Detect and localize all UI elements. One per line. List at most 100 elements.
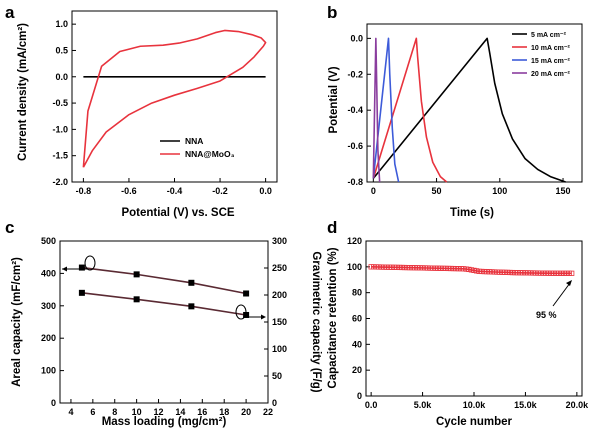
panel-b-legend: 5 mA cm⁻² 10 mA cm⁻² 15 mA cm⁻² 20 mA cm… xyxy=(512,32,571,78)
panel-c-right-axis-circle xyxy=(235,304,247,320)
panel-c-y2-tick-label: 0 xyxy=(272,398,277,408)
panel-b-legend-label-15: 15 mA cm⁻² xyxy=(531,58,571,65)
panel-c-axis-indicators xyxy=(62,255,266,320)
panel-b-letter: b xyxy=(327,3,337,22)
panel-b-legend-label-10: 10 mA cm⁻² xyxy=(531,45,571,52)
panel-a-y-tick-label: -1.0 xyxy=(52,124,68,134)
panel-d-x-tick-label: 20.0k xyxy=(566,400,590,410)
panel-b-x-tick-label: 50 xyxy=(432,186,442,196)
panel-c-data-point xyxy=(188,303,195,310)
panel-c-y-tick-label: 200 xyxy=(41,333,56,343)
panel-a-x-tick-label: 0.0 xyxy=(259,186,272,196)
panel-a-x-tick-label: -0.4 xyxy=(167,186,183,196)
panel-b-x-axis-label: Time (s) xyxy=(450,207,494,219)
panel-a-x-tick-label: -0.2 xyxy=(212,186,228,196)
panel-b-y-tick-label: -0.4 xyxy=(347,105,363,115)
panel-a-x-tick-label: -0.6 xyxy=(121,186,137,196)
panel-d-annotation-arrowhead xyxy=(566,280,572,286)
panel-c-y-tick-label: 100 xyxy=(41,366,56,376)
panel-c-letter: c xyxy=(5,218,14,237)
panel-a-series xyxy=(82,29,267,168)
panel-c-y-tick-label: 400 xyxy=(41,268,56,278)
panel-b-y-tick-label: -0.8 xyxy=(347,177,363,187)
panel-c-x-tick-label: 18 xyxy=(219,407,229,417)
panel-b-x-tick-label: 100 xyxy=(492,186,507,196)
panel-b-y-ticks: -0.8 -0.6 -0.4 -0.2 0.0 xyxy=(347,33,371,187)
panel-b-legend-label-5: 5 mA cm⁻² xyxy=(531,32,567,39)
panel-c-right-axis-arrowhead xyxy=(261,314,266,320)
panel-c-data-point xyxy=(133,271,140,278)
panel-d-series xyxy=(368,264,575,276)
panel-c-x-tick-label: 8 xyxy=(112,407,117,417)
panel-a: a -0.8 -0.6 -0.4 -0.2 0.0 -2.0 -1.5 -1.0 -0.5 0.… xyxy=(5,3,278,219)
panel-c-x-tick-label: 10 xyxy=(132,407,142,417)
panel-d-x-tick-label: 0.0 xyxy=(365,400,378,410)
panel-a-x-axis-label: Potential (V) vs. SCE xyxy=(121,207,234,219)
panel-d-y-tick-label: 100 xyxy=(347,262,362,272)
panel-d-y-ticks: 0 20 40 60 80 100 120 xyxy=(347,236,370,401)
panel-a-x-tick-label: -0.8 xyxy=(76,186,92,196)
panel-a-x-ticks: -0.8 -0.6 -0.4 -0.2 0.0 xyxy=(76,178,272,196)
panel-d-x-tick-label: 15.0k xyxy=(514,400,538,410)
panel-c-y-tick-label: 0 xyxy=(51,398,56,408)
panel-d-x-axis-label: Cycle number xyxy=(436,416,513,428)
panel-d-y-tick-label: 120 xyxy=(347,236,362,246)
panel-c-y2-tick-label: 100 xyxy=(272,344,287,354)
panel-a-y-ticks: -2.0 -1.5 -1.0 -0.5 0.0 0.5 1.0 xyxy=(52,19,76,187)
panel-a-legend-label-nna-moo3: NNA@MoO₃ xyxy=(185,149,235,159)
panel-b-plot-frame xyxy=(366,23,583,183)
panel-a-y-tick-label: 0.0 xyxy=(55,72,68,82)
panel-c-series-line-0 xyxy=(81,266,247,295)
panel-c-data-point xyxy=(78,289,85,296)
panel-c-left-axis-circle xyxy=(84,255,96,271)
panel-c-y2-tick-label: 300 xyxy=(272,236,287,246)
panel-c-x-tick-label: 16 xyxy=(197,407,207,417)
panel-a-y-tick-label: 1.0 xyxy=(55,19,68,29)
panel-c-left-axis-arrowhead xyxy=(62,266,67,272)
panel-c-data-point xyxy=(243,311,250,318)
panel-a-legend-label-nna: NNA xyxy=(185,136,203,146)
panel-b-x-tick-label: 0 xyxy=(371,186,376,196)
panel-d-annotation-arrow-line xyxy=(552,282,571,307)
panel-a-y-tick-label: 0.5 xyxy=(55,45,68,55)
panel-a-y-axis-label: Current density (mA/cm²) xyxy=(17,23,29,161)
panel-b-series-line-1 xyxy=(372,37,448,183)
panel-b-legend-label-20: 20 mA cm⁻² xyxy=(531,71,571,78)
panel-c-x-tick-label: 12 xyxy=(154,407,164,417)
panel-c-y-tick-label: 500 xyxy=(41,236,56,246)
panel-d-x-tick-label: 5.0k xyxy=(414,400,433,410)
panel-a-y-tick-label: -1.5 xyxy=(52,151,68,161)
panel-b: b 0 50 100 150 -0.8 -0.6 -0.4 -0.2 0.0 Time (s)… xyxy=(327,3,583,219)
panel-c-y2-tick-label: 50 xyxy=(272,371,282,381)
panel-d-annotation: 95 % xyxy=(536,280,572,320)
panel-b-y-axis-label: Potential (V) xyxy=(328,66,340,133)
panel-c-data-point xyxy=(133,296,140,303)
panel-c-x-tick-label: 22 xyxy=(263,407,273,417)
panel-a-letter: a xyxy=(5,3,15,22)
panel-d-annotation-label: 95 % xyxy=(536,310,557,320)
panel-b-series-line-0 xyxy=(372,37,566,183)
panel-b-y-tick-label: 0.0 xyxy=(350,33,363,43)
panel-c-x-tick-label: 4 xyxy=(68,407,73,417)
panel-c-y2-tick-label: 250 xyxy=(272,263,287,273)
panel-c-y-ticks: 0 100 200 300 400 500 xyxy=(41,236,64,408)
panel-d-data-point xyxy=(569,270,575,276)
panel-a-y-tick-label: -0.5 xyxy=(52,98,68,108)
panel-c-x-axis-label: Mass loading (mg/cm²) xyxy=(102,416,227,428)
panel-d-y-tick-label: 0 xyxy=(357,391,362,401)
panel-d-x-tick-label: 10.0k xyxy=(463,400,487,410)
panel-c: c 4 6 8 10 12 14 16 18 20 22 0 100 200 300 400 500 0 50… xyxy=(5,218,322,428)
panel-c-y-tick-label: 300 xyxy=(41,301,56,311)
panel-b-x-ticks: 0 50 100 150 xyxy=(371,178,571,196)
panel-c-series xyxy=(78,264,250,318)
panel-c-x-ticks: 4 6 8 10 12 14 16 18 20 22 xyxy=(68,399,273,417)
panel-c-data-point xyxy=(243,290,250,297)
panel-b-x-tick-label: 150 xyxy=(556,186,571,196)
panel-c-y2-axis-label: Gravimetric capacity (F/g) xyxy=(310,251,322,392)
panel-d-y-tick-label: 80 xyxy=(352,288,362,298)
panel-a-y-tick-label: -2.0 xyxy=(52,177,68,187)
panel-c-data-point xyxy=(78,264,85,271)
panel-c-y2-tick-label: 200 xyxy=(272,290,287,300)
panel-a-legend: NNA NNA@MoO₃ xyxy=(160,136,235,159)
